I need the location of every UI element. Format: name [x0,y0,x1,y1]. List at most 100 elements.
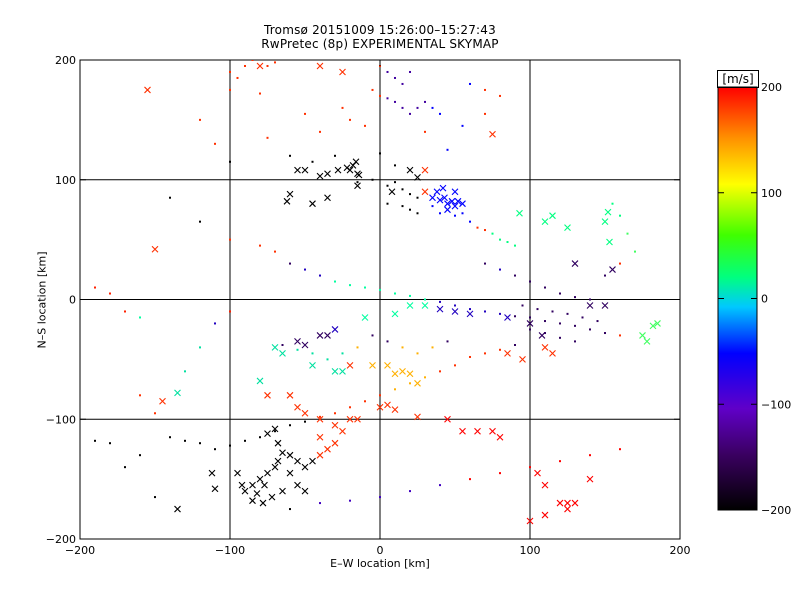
colorbar-tick-label: 200 [761,81,782,94]
y-axis-ticks: 200 100 0 −100 −200 [46,54,680,546]
data-point-x [541,511,549,519]
data-point-dot [124,310,126,313]
data-point-x [376,403,384,411]
data-point-dot [319,502,321,505]
data-point-dot [229,310,231,313]
data-point-dot [379,152,381,155]
data-point-dot [184,370,186,373]
data-point-dot [529,316,531,319]
data-point-dot [589,298,591,301]
data-point-x [516,209,523,217]
data-point-dot [274,61,276,64]
data-point-x [279,487,286,495]
data-point-dot [229,88,231,91]
data-point-x [454,197,462,205]
data-point-x [466,310,474,318]
data-point-dot [439,370,441,373]
data-point-dot [454,304,456,307]
data-point-dot [289,262,291,265]
data-point-x [391,406,399,414]
data-point-dot [319,415,321,418]
data-point-dot [386,70,389,73]
data-point-dot [424,100,426,103]
data-point-dot [401,346,404,349]
data-point-dot [289,424,291,427]
data-point-x [309,200,316,208]
data-point-x [294,403,301,411]
data-point-dot [386,202,389,205]
data-point-x [406,166,414,174]
data-point-dot [154,412,156,415]
data-point-x [474,427,481,435]
data-point-dot [536,308,539,311]
data-point-x [259,499,267,507]
data-point-x [144,86,151,94]
x-tick-label: 0 [377,544,384,557]
data-point-dot [484,310,486,313]
data-point-dot [469,82,471,85]
data-point-x [444,415,451,423]
data-point-dot [401,106,404,109]
data-point-x [261,481,268,489]
data-point-x [151,245,159,253]
data-point-x [249,497,256,505]
data-point-dot [124,466,126,469]
data-point-x [604,208,612,216]
scatter-points [94,60,661,525]
data-point-x [234,469,241,477]
y-tick-label: 100 [55,174,76,187]
data-point-dot [349,284,351,287]
data-point-x [316,62,324,70]
data-point-dot [439,112,441,115]
data-point-dot [416,196,419,199]
data-point-x [174,505,181,513]
data-point-dot [334,412,336,415]
data-point-dot [416,212,419,215]
data-point-x [541,344,549,351]
data-point-x [384,401,391,409]
data-point-dot [394,292,396,295]
data-point-dot [94,286,96,289]
data-point-x [294,481,301,489]
data-point-dot [386,184,389,187]
data-point-x [339,68,346,76]
data-point-x [339,367,346,375]
data-point-x [414,379,421,387]
data-point-x [301,341,309,349]
y-tick-label: −200 [46,533,76,546]
data-point-dot [581,316,584,319]
data-point-dot [349,118,351,121]
data-point-x [643,338,651,345]
data-point-dot [199,118,201,121]
data-point-dot [559,336,561,339]
data-point-dot [244,64,246,67]
data-point-x [331,439,339,447]
data-point-dot [364,286,366,289]
data-point-dot [484,352,486,355]
data-point-dot [484,229,486,232]
data-point-dot [401,82,404,85]
data-point-x [429,194,436,202]
data-point-dot [304,268,306,271]
data-point-x [564,224,571,232]
x-tick-label: −200 [65,544,95,557]
data-point-dot [589,328,591,331]
data-point-dot [559,322,561,325]
data-point-dot [514,344,516,347]
data-point-x [279,349,286,357]
data-point-dot [499,238,501,241]
data-point-dot [409,208,411,211]
data-point-dot [506,241,509,244]
data-point-x [324,170,331,178]
x-tick-label: −100 [215,544,245,557]
data-point-x [339,427,346,435]
data-point-dot [634,250,636,253]
data-point-dot [529,328,531,331]
data-point-x [534,469,541,477]
data-point-dot [544,286,546,289]
data-point-dot [356,346,359,349]
data-point-dot [484,262,486,265]
data-point-x [451,188,459,196]
data-point-dot [416,106,419,109]
